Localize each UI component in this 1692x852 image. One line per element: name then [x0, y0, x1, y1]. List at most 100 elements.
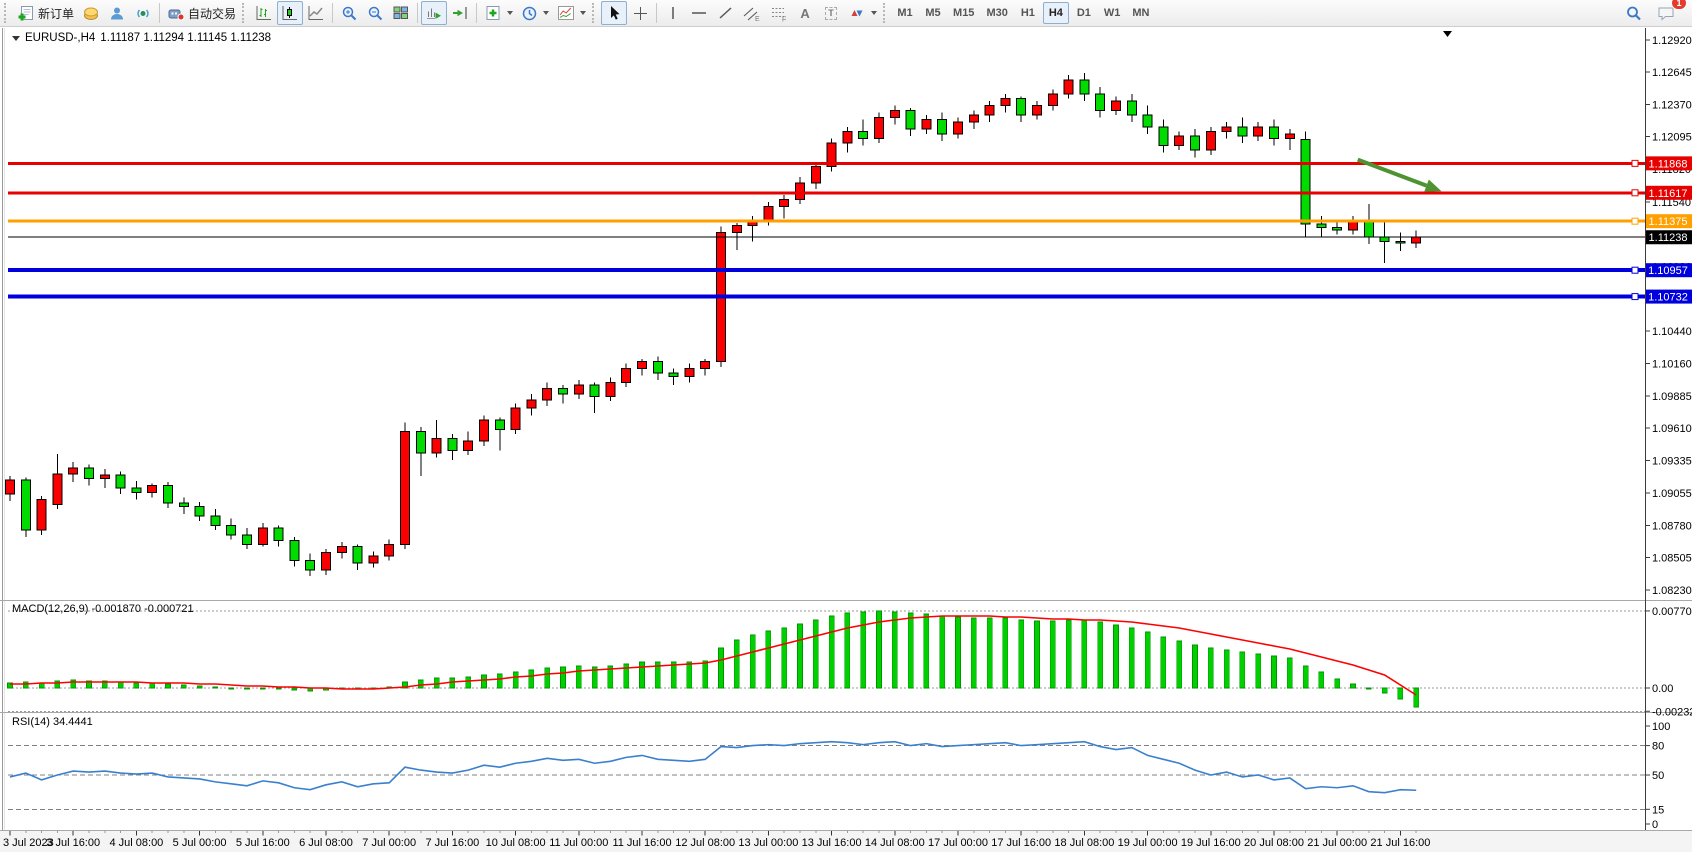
candle[interactable] [463, 440, 474, 451]
candle[interactable] [937, 119, 948, 135]
candle[interactable] [178, 502, 189, 508]
indicators-button[interactable] [480, 1, 517, 25]
candle[interactable] [637, 360, 647, 369]
candle[interactable] [415, 431, 426, 454]
search-button[interactable] [1621, 1, 1647, 25]
autoscroll-button[interactable] [421, 1, 448, 25]
cursor-button[interactable] [601, 1, 628, 25]
candle[interactable] [384, 543, 395, 557]
candle[interactable] [1016, 98, 1027, 116]
chart-shift-marker[interactable] [1443, 31, 1452, 37]
candle[interactable] [479, 419, 489, 442]
autotrading-button[interactable]: 自动交易 [163, 1, 240, 25]
candle[interactable] [431, 438, 442, 454]
timeframe-button-w1[interactable]: W1 [1099, 2, 1126, 24]
candle[interactable] [1363, 220, 1374, 238]
candle[interactable] [700, 360, 711, 369]
candle[interactable] [1395, 241, 1406, 244]
timeframe-button-m5[interactable]: M5 [920, 2, 946, 24]
horizontal-line-button[interactable] [686, 1, 712, 25]
toolbar-grip[interactable] [4, 3, 10, 23]
templates-button[interactable] [553, 1, 590, 25]
text-label-button[interactable]: T [818, 1, 844, 25]
candle[interactable] [621, 367, 632, 383]
candle[interactable] [352, 546, 363, 564]
candle[interactable] [1079, 79, 1090, 95]
candle[interactable] [194, 506, 205, 517]
periods-button[interactable] [517, 1, 553, 25]
toolbar-grip[interactable] [883, 3, 889, 23]
timeframe-button-m1[interactable]: M1 [892, 2, 918, 24]
toolbar-grip[interactable] [242, 3, 248, 23]
zoom-out-button[interactable] [362, 1, 388, 25]
candle[interactable] [668, 372, 679, 378]
ohlc-collapse-icon[interactable] [12, 35, 20, 41]
candle[interactable] [1411, 236, 1422, 244]
timeframe-button-m30[interactable]: M30 [981, 2, 1012, 24]
candle[interactable] [147, 485, 158, 494]
candle[interactable] [889, 109, 900, 118]
candle[interactable] [336, 546, 347, 553]
community-button[interactable] [104, 1, 130, 25]
candle[interactable] [858, 130, 869, 140]
chat-button[interactable] [1653, 1, 1680, 25]
timeframe-button-h4[interactable]: H4 [1042, 2, 1069, 24]
candle[interactable] [1332, 227, 1343, 231]
candle[interactable] [115, 474, 126, 489]
line-handle[interactable] [1631, 159, 1639, 167]
candle[interactable] [36, 499, 47, 531]
candle[interactable] [605, 381, 616, 398]
candle[interactable] [573, 384, 584, 395]
market-button[interactable] [78, 1, 104, 25]
candle[interactable] [1047, 93, 1058, 107]
candle[interactable] [731, 224, 742, 233]
equidistant-channel-button[interactable]: E [738, 1, 765, 25]
candle[interactable] [210, 515, 221, 526]
candle[interactable] [826, 142, 837, 168]
timeframe-button-m15[interactable]: M15 [948, 2, 979, 24]
zoom-in-button[interactable] [336, 1, 362, 25]
candle[interactable] [5, 479, 15, 495]
candle[interactable] [526, 399, 537, 409]
candle[interactable] [84, 467, 94, 480]
timeframe-button-h1[interactable]: H1 [1015, 2, 1041, 24]
candle[interactable] [1032, 105, 1042, 116]
candle[interactable] [1316, 223, 1327, 229]
line-handle[interactable] [1631, 217, 1639, 225]
arrows-button[interactable] [844, 1, 881, 25]
candle[interactable] [1142, 114, 1153, 128]
candle[interactable] [1237, 126, 1248, 137]
chart-shift-button[interactable] [447, 1, 473, 25]
candle[interactable] [257, 527, 268, 545]
candle[interactable] [305, 560, 316, 571]
line-handle[interactable] [1631, 266, 1639, 274]
candle[interactable] [1221, 126, 1232, 132]
candle[interactable] [226, 524, 237, 536]
candle[interactable] [400, 431, 410, 545]
candle[interactable] [1126, 100, 1137, 116]
timeframe-button-d1[interactable]: D1 [1071, 2, 1097, 24]
signals-button[interactable] [130, 1, 156, 25]
candle[interactable] [289, 540, 300, 562]
line-handle[interactable] [1631, 189, 1639, 197]
candle[interactable] [242, 534, 252, 545]
candle[interactable] [1190, 135, 1200, 151]
candle[interactable] [905, 109, 916, 130]
candle[interactable] [652, 360, 663, 374]
candle[interactable] [1269, 126, 1279, 140]
candle[interactable] [968, 114, 979, 123]
candle[interactable] [1111, 100, 1121, 111]
candle[interactable] [273, 527, 284, 542]
candle[interactable] [494, 419, 505, 430]
candle[interactable] [163, 485, 173, 504]
notification-badge[interactable]: 1 [1670, 0, 1687, 10]
candle[interactable] [542, 387, 553, 401]
candle[interactable] [68, 467, 79, 475]
toolbar-grip[interactable] [592, 3, 598, 23]
candle[interactable] [321, 551, 331, 571]
candle[interactable] [1284, 133, 1295, 140]
bar-chart-button[interactable] [251, 1, 277, 25]
candle[interactable] [795, 182, 805, 200]
candle[interactable] [52, 473, 63, 505]
